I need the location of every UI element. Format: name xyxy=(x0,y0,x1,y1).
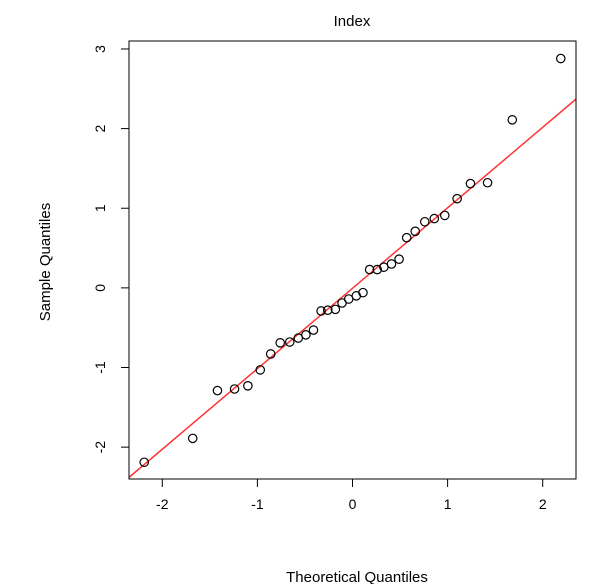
data-point xyxy=(322,305,333,315)
x-tick-label: 2 xyxy=(539,496,547,512)
data-point xyxy=(243,381,253,391)
data-point xyxy=(229,384,240,394)
plot-frame xyxy=(128,40,577,480)
x-tick-label: -1 xyxy=(251,496,264,512)
data-point xyxy=(308,325,319,335)
data-point xyxy=(555,53,566,64)
data-point xyxy=(452,193,462,204)
y-tick-label: -2 xyxy=(92,441,108,454)
data-point xyxy=(372,264,383,275)
data-point xyxy=(364,264,375,275)
y-tick-label: 2 xyxy=(92,124,108,132)
y-tick-label: 1 xyxy=(92,204,108,212)
y-tick-label: -1 xyxy=(92,361,108,374)
chart-title: Index xyxy=(334,13,371,30)
data-points xyxy=(139,53,566,468)
data-point xyxy=(301,330,311,340)
data-point xyxy=(410,226,421,237)
data-point xyxy=(439,210,450,221)
x-tick-label: 0 xyxy=(349,496,357,512)
x-tick-label: 1 xyxy=(444,496,452,512)
data-point xyxy=(394,254,404,265)
y-axis: -2 -1 0 1 2 3 xyxy=(92,45,129,454)
y-tick-label: 0 xyxy=(92,284,108,292)
y-tick-label: 3 xyxy=(92,45,108,53)
data-point xyxy=(330,304,341,315)
data-point xyxy=(275,338,286,348)
data-point xyxy=(482,177,493,188)
y-axis-label: Sample Quantiles xyxy=(37,203,54,321)
data-point xyxy=(358,287,368,298)
data-point xyxy=(429,213,440,224)
data-point xyxy=(255,365,266,375)
data-point xyxy=(265,349,276,359)
data-point xyxy=(284,337,295,347)
x-tick-label: -2 xyxy=(156,496,169,512)
data-point xyxy=(187,433,198,444)
data-point xyxy=(401,232,412,243)
data-point xyxy=(465,178,476,189)
reference-line xyxy=(129,98,576,478)
data-point xyxy=(386,259,397,269)
data-point xyxy=(139,457,150,468)
x-axis-label: Theoretical Quantiles xyxy=(286,569,428,584)
x-axis: -2 -1 0 1 2 xyxy=(156,479,547,512)
data-point xyxy=(419,216,430,227)
data-point xyxy=(212,385,223,396)
data-point xyxy=(507,115,518,125)
data-point xyxy=(316,306,326,316)
